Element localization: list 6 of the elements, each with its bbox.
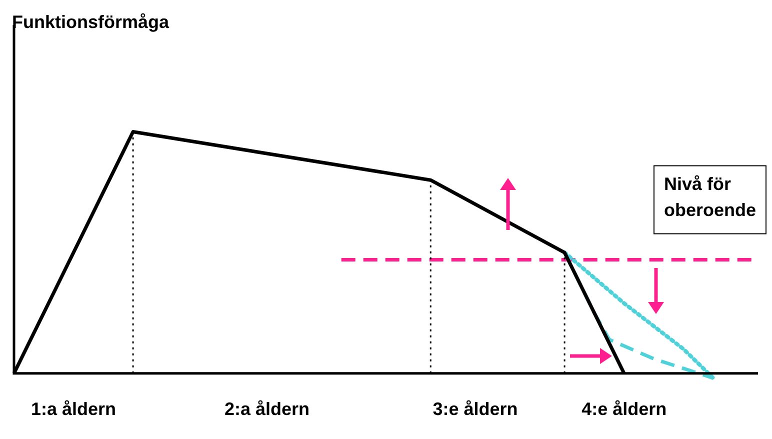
text: Funktionsförmåga (12, 12, 170, 32)
x-tick-label: 4:e åldern (582, 399, 667, 420)
x-tick-label: 1:a åldern (30, 399, 116, 420)
x-tick-label: 3:e åldern (432, 399, 518, 420)
text: Nivå för oberoende (664, 174, 756, 220)
x-tick-label: 2:a åldern (224, 399, 310, 420)
